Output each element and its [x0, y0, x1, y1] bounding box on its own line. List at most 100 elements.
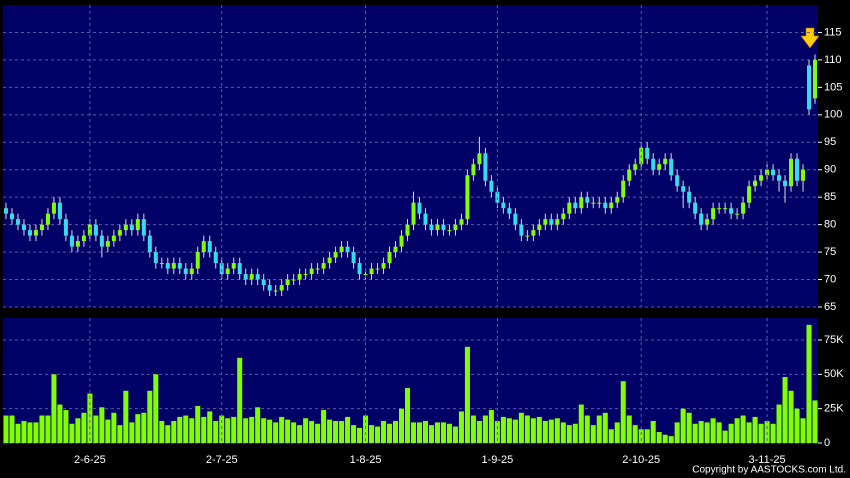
- volume-bar: [75, 418, 81, 443]
- volume-bar: [722, 430, 728, 443]
- candle-body: [387, 252, 392, 264]
- candle-body: [633, 164, 638, 170]
- candle-body: [687, 191, 692, 203]
- candle-body: [429, 224, 434, 231]
- y-tick-label: 85: [824, 191, 836, 203]
- volume-bar: [710, 418, 716, 443]
- candle-body: [3, 208, 8, 214]
- volume-bar: [740, 415, 746, 443]
- candle-body: [711, 208, 716, 220]
- candle-body: [393, 246, 398, 253]
- candle-body: [399, 235, 404, 247]
- volume-bar: [291, 422, 297, 443]
- y-tick-label: 90: [824, 164, 836, 176]
- volume-bar: [398, 408, 405, 443]
- candle-body: [483, 153, 488, 181]
- volume-bar: [638, 429, 644, 443]
- candle-body: [609, 202, 614, 209]
- volume-bar: [452, 426, 458, 443]
- volume-bar: [39, 415, 45, 443]
- volume-bar: [686, 412, 692, 443]
- volume-bar: [464, 346, 470, 443]
- candle-body: [741, 202, 746, 214]
- volume-bar: [548, 419, 554, 443]
- volume-bar: [440, 422, 446, 443]
- volume-bar: [255, 407, 261, 443]
- volume-bar: [297, 425, 303, 443]
- candle-body: [351, 252, 356, 264]
- volume-bar: [99, 407, 105, 443]
- candle-body: [453, 224, 458, 231]
- candle-body: [63, 219, 68, 236]
- candle-body: [735, 213, 740, 215]
- volume-bar: [231, 416, 237, 443]
- candle-body: [675, 175, 680, 187]
- volume-bar: [488, 410, 494, 443]
- candle-body: [273, 290, 278, 292]
- candle-body: [651, 158, 656, 170]
- candle-body: [117, 230, 122, 236]
- volume-bar: [375, 426, 381, 443]
- volume-bar: [189, 418, 195, 443]
- volume-bar: [201, 416, 207, 443]
- volume-bar: [770, 423, 776, 443]
- candle-body: [309, 268, 314, 275]
- volume-bar: [9, 415, 15, 443]
- candle-body: [33, 230, 38, 236]
- volume-bar: [512, 419, 518, 443]
- volume-bar: [584, 415, 590, 443]
- candle-body: [153, 252, 158, 264]
- candle-body: [603, 202, 608, 209]
- volume-bar: [357, 427, 363, 443]
- candle-body: [531, 230, 536, 236]
- volume-bar: [572, 423, 578, 443]
- volume-bar: [530, 418, 536, 443]
- y-tick-label: 25K: [824, 403, 844, 415]
- volume-bar: [674, 422, 680, 443]
- candle-body: [321, 263, 326, 269]
- x-tick-label: 1-9-25: [481, 454, 513, 466]
- candle-body: [141, 219, 146, 236]
- candle-body: [591, 202, 596, 204]
- volume-bar: [207, 411, 213, 443]
- volume-bar: [363, 415, 369, 443]
- candle-body: [753, 180, 758, 187]
- volume-bar: [135, 414, 141, 443]
- volume-bar: [428, 425, 434, 443]
- volume-bar: [566, 425, 572, 443]
- volume-bar: [123, 390, 129, 443]
- candle-body: [249, 274, 254, 280]
- volume-bar: [794, 408, 800, 443]
- volume-bar: [542, 421, 548, 443]
- volume-bar: [159, 421, 165, 443]
- volume-bar: [482, 415, 488, 443]
- volume-bar: [596, 415, 602, 443]
- candle-body: [459, 219, 464, 225]
- candle-body: [213, 252, 218, 264]
- volume-bar: [195, 405, 201, 443]
- volume-bar: [315, 423, 321, 443]
- candle-body: [525, 235, 530, 237]
- volume-bar: [470, 415, 476, 443]
- volume-bar: [117, 425, 123, 443]
- candle-body: [147, 235, 152, 253]
- volume-bar: [728, 423, 734, 443]
- y-tick-label: 105: [824, 81, 842, 93]
- candle-body: [189, 268, 194, 275]
- volume-bar: [27, 422, 33, 443]
- candle-body: [585, 197, 590, 203]
- volume-bar: [632, 425, 638, 443]
- x-tick-label: 1-8-25: [350, 454, 382, 466]
- candle-body: [717, 208, 722, 210]
- candle-body: [411, 202, 416, 225]
- x-tick-label: 3-11-25: [749, 454, 786, 466]
- volume-bar: [614, 422, 620, 443]
- candle-body: [801, 169, 806, 181]
- candle-body: [171, 263, 176, 269]
- x-tick-label: 2-10-25: [622, 454, 660, 466]
- volume-bar: [734, 418, 740, 443]
- candle-body: [615, 197, 620, 203]
- candle-body: [423, 213, 428, 225]
- volume-bar: [81, 412, 87, 443]
- volume-bar: [698, 421, 704, 443]
